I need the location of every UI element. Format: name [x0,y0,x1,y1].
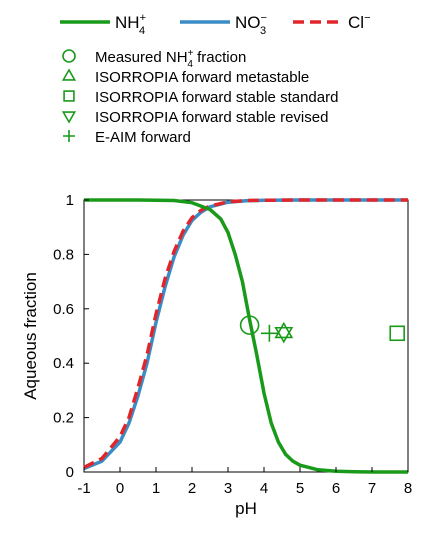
x-tick-label: 5 [296,480,304,497]
marker-legend-label: ISORROPIA forward stable revised [95,109,328,126]
legend-marker-triangle-down [61,111,77,124]
y-tick-label: 0.8 [53,246,74,263]
data-point-triangle-down [274,326,294,344]
y-axis-label: Aqueous fraction [21,272,40,400]
x-tick-label: 2 [188,480,196,497]
legend-marker-triangle-up [61,68,77,81]
plot-area: -1 0 1 2 3 4 5 6 7 8 00.20.40.60.81 [53,192,412,497]
legend-label-2: Cl− [348,12,371,32]
series-line-1 [83,198,408,471]
x-tick-label: 0 [116,480,124,497]
series-line-2 [83,198,408,469]
legend-marker-plus [63,130,75,142]
legend-label-0: NH+ 4 [115,12,146,37]
data-point-square [389,325,405,342]
line-legend: NH+ 4 NO− 3 Cl− [60,12,371,37]
data-point-plus [260,324,278,342]
x-axis-label: pH [235,499,257,518]
y-tick-label: 0 [66,464,74,481]
x-tick-label: 7 [368,480,376,497]
y-tick-label: 0.6 [53,301,74,318]
data-point-triangle-up [274,321,294,339]
legend-marker-circle [62,49,76,63]
x-tick-label: -1 [77,480,90,497]
y-tick-label: 0.4 [53,355,74,372]
x-tick-label: 4 [260,480,268,497]
y-tick-label: 1 [66,192,74,209]
x-axis-ticks: -1 0 1 2 3 4 5 6 7 8 [77,467,412,497]
marker-legend-label: E-AIM forward [95,129,191,146]
series-line-0 [84,198,408,474]
x-tick-label: 6 [332,480,340,497]
x-tick-label: 8 [404,480,412,497]
legend-marker-square [63,90,75,102]
data-point-circle [239,315,260,335]
x-tick-label: 1 [152,480,160,497]
y-axis-ticks: 0 0.2 0.4 0.6 0.8 1 [53,192,89,481]
legend-label-1: NO− 3 [235,12,267,37]
marker-legend-label: Measured NH+ 4 fraction [95,48,246,70]
series-layer [83,198,408,474]
y-tick-label: 0.2 [53,410,74,427]
points-layer [239,315,405,344]
marker-legend-label: ISORROPIA forward stable standard [95,89,338,106]
axes-frame [83,199,409,473]
x-tick-label: 3 [224,480,232,497]
marker-legend-label: ISORROPIA forward metastable [95,69,309,86]
